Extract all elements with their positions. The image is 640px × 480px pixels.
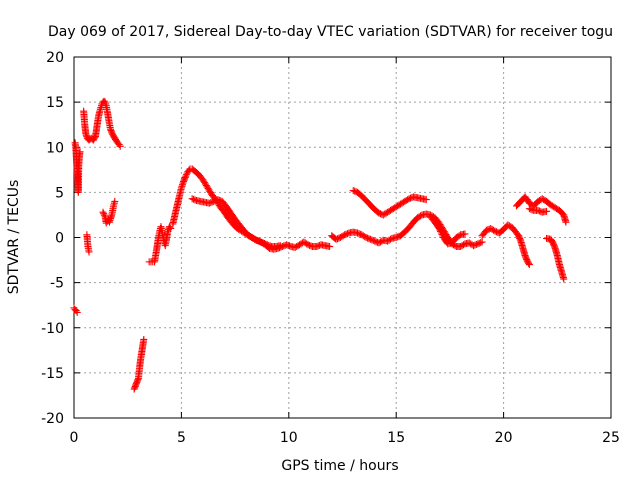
- data-point: [435, 224, 443, 232]
- x-axis-label: GPS time / hours: [281, 458, 398, 474]
- data-point: [204, 184, 212, 192]
- y-tick-label: 15: [46, 95, 64, 111]
- data-point: [182, 171, 190, 179]
- x-tick-label: 25: [602, 430, 620, 446]
- data-point: [437, 227, 445, 235]
- data-point: [437, 229, 445, 237]
- data-point: [436, 226, 444, 234]
- axis-ticks: 0 5 10 15 20 25 -20 -15 -10 -5 0 5 10 15 20: [41, 50, 620, 446]
- y-tick-label: -5: [50, 276, 64, 292]
- data-point: [560, 275, 568, 283]
- data-point: [167, 224, 175, 232]
- x-tick-label: 5: [177, 430, 186, 446]
- data-point: [199, 176, 207, 184]
- data-point: [478, 238, 486, 246]
- y-tick-label: -15: [41, 366, 64, 382]
- x-tick-label: 0: [70, 430, 79, 446]
- y-tick-label: -20: [41, 411, 64, 427]
- data-point: [85, 248, 93, 256]
- data-point: [73, 308, 81, 316]
- data-point: [99, 208, 107, 216]
- data-point: [100, 211, 108, 219]
- data-point: [201, 179, 209, 187]
- data-point: [206, 187, 214, 195]
- data-point: [461, 230, 469, 238]
- data-point: [100, 210, 108, 218]
- data-point: [477, 239, 485, 247]
- data-point: [562, 218, 570, 226]
- chart-title: Day 069 of 2017, Sidereal Day-to-day VTE…: [48, 24, 613, 40]
- y-tick-label: 10: [46, 140, 64, 156]
- data-point: [116, 142, 124, 150]
- data-point: [543, 207, 551, 215]
- data-point: [525, 261, 533, 269]
- data-point: [140, 335, 148, 343]
- data-point: [200, 177, 208, 185]
- data-point: [205, 186, 213, 194]
- x-tick-label: 10: [280, 430, 298, 446]
- data-point: [525, 259, 533, 267]
- data-points: [70, 97, 570, 393]
- y-tick-label: 20: [46, 50, 64, 66]
- y-tick-label: 5: [55, 185, 64, 201]
- data-point: [438, 230, 446, 238]
- y-axis-label: SDTVAR / TECUs: [6, 180, 22, 295]
- x-tick-label: 15: [387, 430, 405, 446]
- data-point: [111, 197, 119, 205]
- data-point: [422, 196, 430, 204]
- data-point: [203, 183, 211, 191]
- data-point: [326, 243, 334, 251]
- data-point: [76, 148, 84, 156]
- data-point: [201, 180, 209, 188]
- x-tick-label: 20: [495, 430, 513, 446]
- y-tick-label: 0: [55, 231, 64, 247]
- data-point: [202, 182, 210, 190]
- y-tick-label: -10: [41, 321, 64, 337]
- data-point: [182, 172, 190, 180]
